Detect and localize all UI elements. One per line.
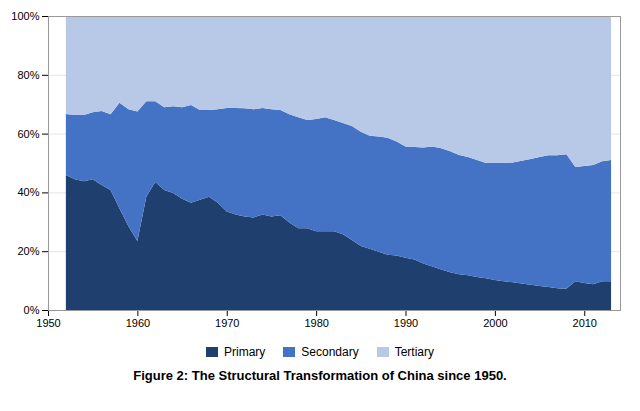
html-text:Figure 2: The Structural Trans: Figure 2: The Structural Transformation … xyxy=(133,368,507,383)
html-text:Secondary: Secondary xyxy=(301,345,359,359)
svg-text:20%: 20% xyxy=(17,245,39,257)
svg-text:1990: 1990 xyxy=(394,317,418,329)
svg-text:2010: 2010 xyxy=(573,317,597,329)
svg-text:0%: 0% xyxy=(24,304,40,316)
svg-text:1970: 1970 xyxy=(215,317,239,329)
svg-text:80%: 80% xyxy=(17,69,39,81)
svg-text:100%: 100% xyxy=(11,10,39,22)
svg-text:2000: 2000 xyxy=(483,317,507,329)
svg-text:1980: 1980 xyxy=(304,317,328,329)
html-text:Tertiary: Tertiary xyxy=(394,345,434,359)
svg-text:1950: 1950 xyxy=(36,317,60,329)
svg-text:40%: 40% xyxy=(17,186,39,198)
html-text:Primary: Primary xyxy=(224,345,266,359)
svg-text:60%: 60% xyxy=(17,128,39,140)
svg-text:1960: 1960 xyxy=(126,317,150,329)
